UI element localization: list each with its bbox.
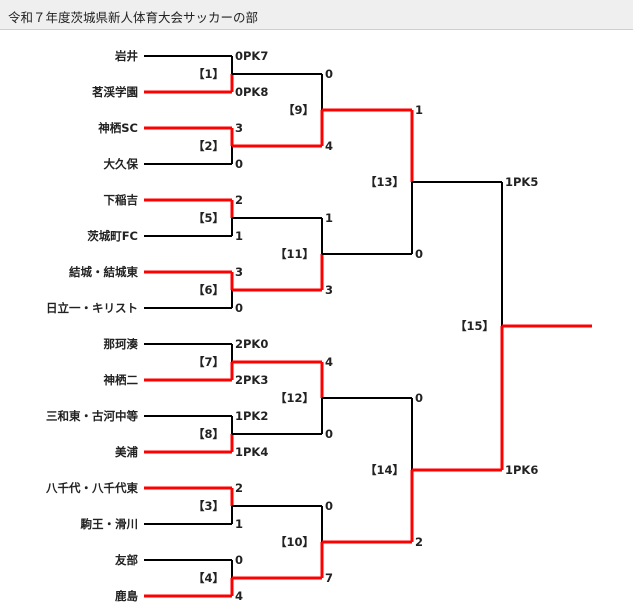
match-score: 3 bbox=[235, 265, 243, 279]
match-score: 3 bbox=[235, 121, 243, 135]
match-score: 0 bbox=[325, 67, 333, 81]
match-score: 1 bbox=[235, 517, 243, 531]
match-score: 0 bbox=[235, 553, 243, 567]
match-score: 2 bbox=[235, 481, 243, 495]
team-name: 下稲吉 bbox=[104, 193, 139, 207]
team-name: 茗渓学園 bbox=[92, 85, 138, 99]
match-score: 2 bbox=[415, 535, 423, 549]
match-score: 4 bbox=[235, 589, 243, 603]
team-name: 三和東・古河中等 bbox=[46, 409, 138, 423]
team-name: 八千代・八千代東 bbox=[45, 481, 138, 495]
match-score: 2PK3 bbox=[235, 373, 268, 387]
match-label: 【9】 bbox=[283, 103, 314, 117]
match-label: 【6】 bbox=[193, 283, 224, 297]
match-label: 【3】 bbox=[193, 499, 224, 513]
match-label: 【11】 bbox=[275, 247, 314, 261]
match-label: 【15】 bbox=[455, 319, 494, 333]
match-score: 0 bbox=[415, 247, 423, 261]
match-score: 0 bbox=[325, 499, 333, 513]
match-score: 0PK8 bbox=[235, 85, 268, 99]
match-score: 4 bbox=[325, 139, 333, 153]
team-name: 駒王・滑川 bbox=[81, 517, 139, 531]
team-name: 日立一・キリスト bbox=[46, 301, 138, 315]
match-label: 【5】 bbox=[193, 211, 224, 225]
match-score: 1PK2 bbox=[235, 409, 268, 423]
team-name: 神栖二 bbox=[104, 373, 139, 387]
match-label: 【13】 bbox=[365, 175, 404, 189]
match-score: 4 bbox=[325, 355, 333, 369]
team-name: 友部 bbox=[115, 553, 138, 567]
team-name: 美浦 bbox=[115, 445, 138, 459]
match-score: 1PK4 bbox=[235, 445, 268, 459]
match-label: 【4】 bbox=[193, 571, 224, 585]
match-label: 【1】 bbox=[193, 67, 224, 81]
match-score: 1 bbox=[325, 211, 333, 225]
match-score: 7 bbox=[325, 571, 333, 585]
team-name: 茨城町FC bbox=[87, 229, 138, 243]
match-score: 2 bbox=[235, 193, 243, 207]
match-score: 1 bbox=[415, 103, 423, 117]
page-title: 令和７年度茨城県新人体育大会サッカーの部 bbox=[0, 0, 633, 30]
team-name: 神栖SC bbox=[98, 121, 138, 135]
match-score: 1PK5 bbox=[505, 175, 538, 189]
match-score: 0 bbox=[235, 301, 243, 315]
match-score: 3 bbox=[325, 283, 333, 297]
match-score: 1 bbox=[235, 229, 243, 243]
match-score: 0PK7 bbox=[235, 49, 268, 63]
match-label: 【10】 bbox=[275, 535, 314, 549]
match-label: 【8】 bbox=[193, 427, 224, 441]
match-label: 【7】 bbox=[193, 355, 224, 369]
match-score: 2PK0 bbox=[235, 337, 268, 351]
match-score: 0 bbox=[235, 157, 243, 171]
match-label: 【2】 bbox=[193, 139, 224, 153]
team-name: 大久保 bbox=[104, 157, 139, 171]
team-name: 鹿島 bbox=[115, 589, 138, 603]
match-label: 【12】 bbox=[275, 391, 314, 405]
match-label: 【14】 bbox=[365, 463, 404, 477]
match-score: 0 bbox=[415, 391, 423, 405]
team-name: 岩井 bbox=[114, 49, 138, 63]
match-score: 1PK6 bbox=[505, 463, 538, 477]
team-name: 那珂湊 bbox=[104, 337, 139, 351]
team-name: 結城・結城東 bbox=[69, 265, 138, 279]
match-score: 0 bbox=[325, 427, 333, 441]
